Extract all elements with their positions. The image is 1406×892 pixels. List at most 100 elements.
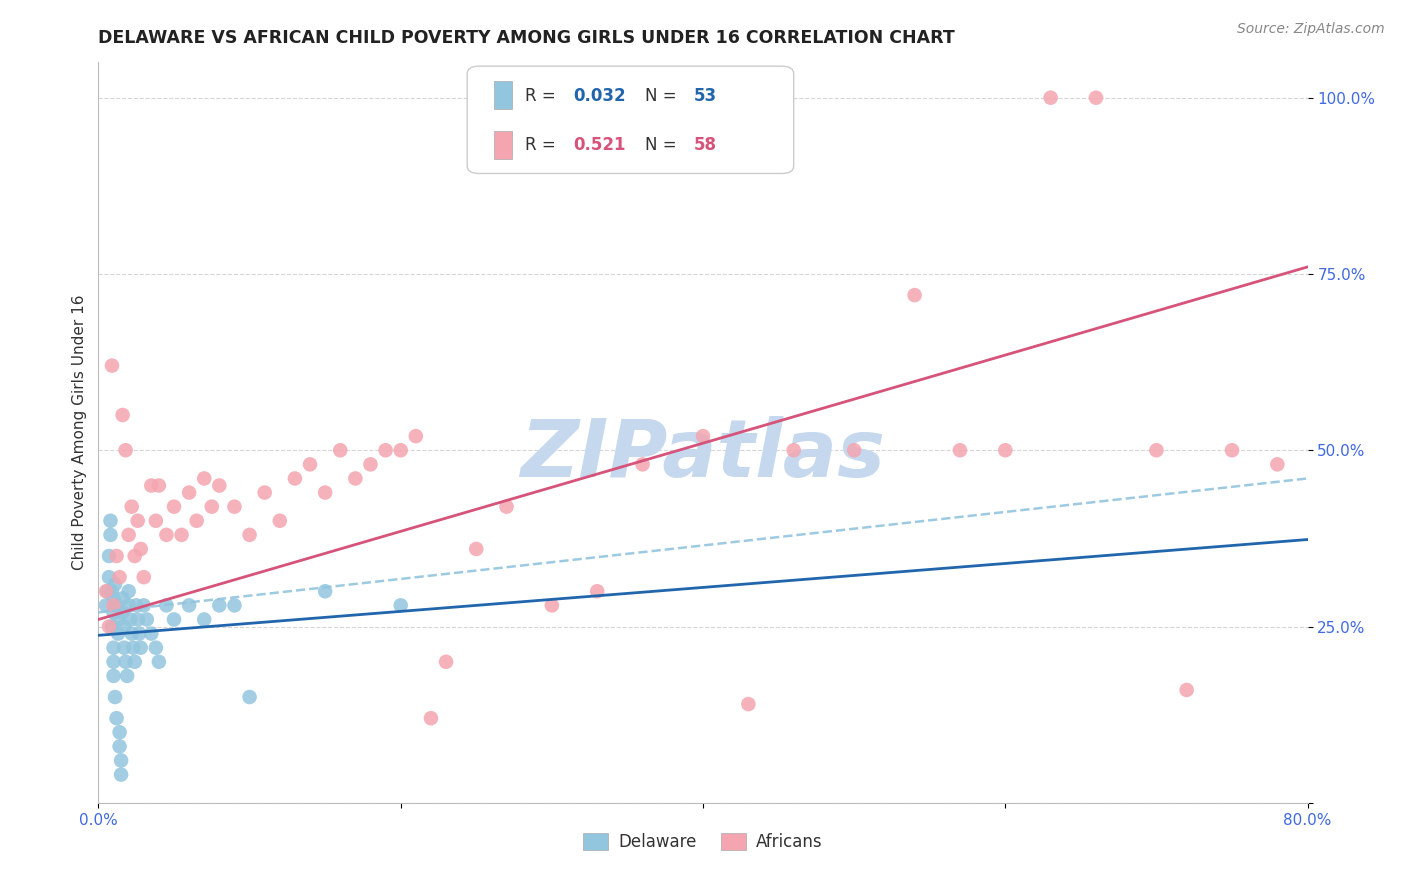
Point bbox=[105, 711, 128, 725]
Point bbox=[186, 514, 208, 528]
Point bbox=[844, 443, 866, 458]
Point bbox=[737, 697, 759, 711]
Point bbox=[108, 725, 131, 739]
Point bbox=[904, 288, 927, 302]
Point bbox=[239, 690, 262, 704]
Text: 53: 53 bbox=[693, 87, 717, 104]
Point bbox=[224, 500, 246, 514]
Point bbox=[253, 485, 276, 500]
Point bbox=[104, 577, 127, 591]
Point bbox=[155, 599, 177, 613]
Point bbox=[495, 500, 517, 514]
Point bbox=[122, 640, 145, 655]
Point bbox=[269, 514, 291, 528]
Point bbox=[128, 626, 150, 640]
Text: R =: R = bbox=[524, 136, 561, 154]
Point bbox=[148, 478, 170, 492]
Point bbox=[98, 549, 121, 563]
Point bbox=[344, 471, 367, 485]
Point bbox=[155, 528, 177, 542]
Point bbox=[631, 458, 654, 472]
Point bbox=[1220, 443, 1243, 458]
Point bbox=[101, 359, 124, 373]
Point bbox=[105, 549, 128, 563]
Point bbox=[314, 584, 336, 599]
Text: 58: 58 bbox=[693, 136, 717, 154]
Point bbox=[107, 612, 129, 626]
Text: 0.521: 0.521 bbox=[572, 136, 626, 154]
Text: Source: ZipAtlas.com: Source: ZipAtlas.com bbox=[1237, 22, 1385, 37]
Point bbox=[112, 640, 135, 655]
Point bbox=[111, 408, 134, 422]
Point bbox=[193, 471, 215, 485]
Point bbox=[115, 669, 138, 683]
Point bbox=[314, 485, 336, 500]
Point bbox=[121, 500, 143, 514]
Point bbox=[994, 443, 1017, 458]
Point bbox=[193, 612, 215, 626]
Point bbox=[783, 443, 806, 458]
Point bbox=[118, 528, 141, 542]
Point bbox=[434, 655, 457, 669]
Point bbox=[179, 485, 201, 500]
Point bbox=[125, 599, 148, 613]
Point bbox=[118, 599, 141, 613]
Point bbox=[108, 570, 131, 584]
Point bbox=[179, 599, 201, 613]
Text: N =: N = bbox=[645, 87, 682, 104]
Point bbox=[1175, 683, 1198, 698]
Point bbox=[114, 655, 136, 669]
Point bbox=[101, 619, 124, 633]
Point bbox=[163, 500, 186, 514]
Point bbox=[224, 599, 246, 613]
Point bbox=[103, 599, 125, 613]
Point bbox=[94, 584, 117, 599]
Point bbox=[112, 619, 135, 633]
Text: 0.032: 0.032 bbox=[572, 87, 626, 104]
Point bbox=[949, 443, 972, 458]
Point bbox=[103, 591, 125, 606]
Point bbox=[299, 458, 322, 472]
Point bbox=[135, 612, 157, 626]
Point bbox=[118, 584, 141, 599]
Point bbox=[1267, 458, 1289, 472]
Point bbox=[141, 626, 163, 640]
Point bbox=[103, 669, 125, 683]
Point bbox=[110, 767, 132, 781]
Point bbox=[389, 443, 412, 458]
Point bbox=[148, 655, 170, 669]
Point bbox=[329, 443, 352, 458]
Point bbox=[105, 599, 128, 613]
Point bbox=[465, 541, 488, 556]
Point bbox=[114, 443, 136, 458]
Point bbox=[170, 528, 193, 542]
Point bbox=[111, 606, 134, 620]
Point bbox=[374, 443, 396, 458]
Point bbox=[201, 500, 224, 514]
Point bbox=[360, 458, 382, 472]
Y-axis label: Child Poverty Among Girls Under 16: Child Poverty Among Girls Under 16 bbox=[72, 295, 87, 570]
Point bbox=[208, 599, 231, 613]
Point bbox=[132, 599, 155, 613]
Point bbox=[127, 514, 149, 528]
Point bbox=[129, 640, 152, 655]
Point bbox=[100, 528, 122, 542]
Point bbox=[104, 690, 127, 704]
Point bbox=[1039, 91, 1062, 105]
Point bbox=[420, 711, 443, 725]
Point bbox=[129, 541, 152, 556]
Point bbox=[239, 528, 262, 542]
Point bbox=[100, 514, 122, 528]
Text: N =: N = bbox=[645, 136, 682, 154]
Point bbox=[103, 606, 125, 620]
Point bbox=[540, 599, 562, 613]
Point bbox=[101, 584, 124, 599]
Point bbox=[96, 584, 118, 599]
Point bbox=[94, 599, 117, 613]
Legend: Delaware, Africans: Delaware, Africans bbox=[576, 826, 830, 857]
FancyBboxPatch shape bbox=[494, 81, 512, 109]
Point bbox=[145, 514, 167, 528]
Text: R =: R = bbox=[524, 87, 561, 104]
Point bbox=[208, 478, 231, 492]
Point bbox=[98, 619, 121, 633]
